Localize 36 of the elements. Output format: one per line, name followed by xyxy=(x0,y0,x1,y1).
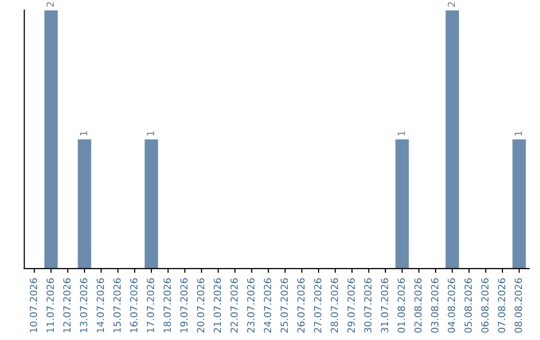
x-tick-label: 08.08.2026 xyxy=(514,278,522,333)
x-tick-label: 02.08.2026 xyxy=(414,278,422,333)
x-tick-label: 06.08.2026 xyxy=(481,278,489,333)
x-tick-label: 25.07.2026 xyxy=(280,278,288,333)
x-tick-label: 03.08.2026 xyxy=(431,278,438,333)
x-tick-label: 26.07.2026 xyxy=(297,278,305,333)
x-tick-label: 13.07.2026 xyxy=(80,278,88,332)
x-tick-label: 12.07.2026 xyxy=(63,278,71,332)
data-label: 1 xyxy=(514,131,522,136)
x-tick-label: 27.07.2026 xyxy=(314,278,322,333)
x-tick-label: 18.07.2026 xyxy=(164,278,171,332)
x-tick-label: 21.07.2026 xyxy=(214,278,222,333)
x-tick-label: 17.07.2026 xyxy=(146,278,154,332)
x-tick-label: 15.07.2026 xyxy=(113,278,121,332)
x-tick-label: 07.08.2026 xyxy=(498,278,506,333)
x-tick-label: 22.07.2026 xyxy=(230,278,238,333)
x-tick-label: 24.07.2026 xyxy=(264,278,272,333)
x-tick-label: 05.08.2026 xyxy=(464,278,472,333)
x-tick-label: 01.08.2026 xyxy=(398,278,405,333)
data-label: 1 xyxy=(146,131,154,136)
x-tick-label: 30.07.2026 xyxy=(364,278,372,333)
x-tick-label: 31.07.2026 xyxy=(380,278,388,333)
x-tick-label: 29.07.2026 xyxy=(347,278,355,333)
x-tick-label: 28.07.2026 xyxy=(330,278,338,333)
x-tick-label: 14.07.2026 xyxy=(96,278,104,332)
x-tick-label: 10.07.2026 xyxy=(30,278,38,332)
x-tick-label: 20.07.2026 xyxy=(196,278,204,333)
x-tick-label: 23.07.2026 xyxy=(247,278,254,333)
x-tick-label: 11.07.2026 xyxy=(46,278,54,332)
data-label: 1 xyxy=(80,131,88,136)
data-label: 1 xyxy=(398,131,405,136)
data-label: 2 xyxy=(46,2,54,7)
x-tick-label: 16.07.2026 xyxy=(130,278,138,332)
x-tick-label: 04.08.2026 xyxy=(448,278,456,333)
data-label: 2 xyxy=(448,2,455,7)
x-tick-label: 19.07.2026 xyxy=(180,278,188,332)
